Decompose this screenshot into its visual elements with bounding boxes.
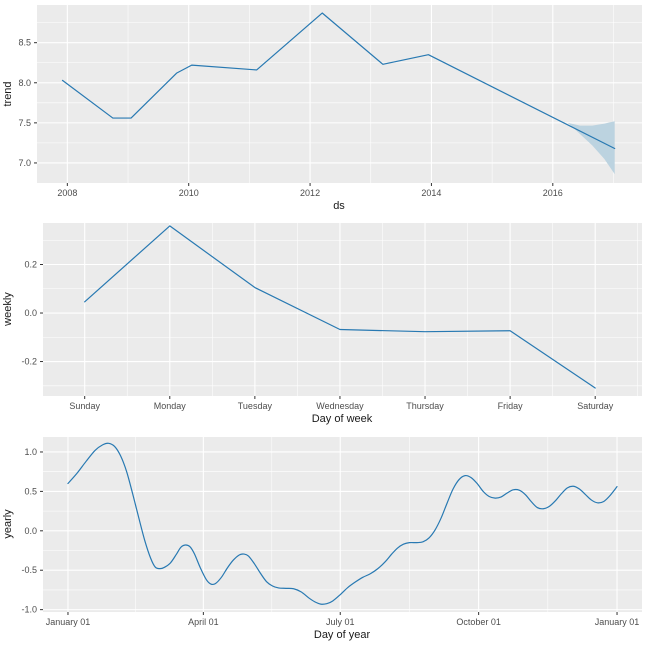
y-tick-label: 7.0 — [18, 158, 31, 168]
x-tick-label: 2014 — [421, 188, 441, 198]
weekly-panel-background — [43, 223, 642, 396]
yearly-y-axis-title: yearly — [2, 509, 14, 539]
x-tick-label: 2010 — [179, 188, 199, 198]
x-tick-label: Monday — [154, 401, 187, 411]
trend-y-axis-title: trend — [2, 81, 14, 106]
y-tick-label: 0.2 — [24, 259, 37, 269]
trend-chart: 2008 2010 2012 2014 2016 7.0 7.5 8.0 8.5 — [18, 5, 642, 198]
x-tick-label: 2008 — [57, 188, 77, 198]
y-tick-label: 8.0 — [18, 78, 31, 88]
x-tick-label: April 01 — [188, 617, 219, 627]
x-tick-label: July 01 — [326, 617, 355, 627]
weekly-chart: Sunday Monday Tuesday Wednesday Thursday Frid… — [21, 223, 642, 411]
y-tick-label: 1.0 — [24, 447, 37, 457]
x-tick-label: Tuesday — [238, 401, 273, 411]
yearly-series-line — [67, 442, 618, 605]
x-tick-label: Sunday — [69, 401, 100, 411]
y-tick-label: -1.0 — [21, 605, 37, 615]
x-tick-label: Friday — [498, 401, 524, 411]
trend-x-axis-title: ds — [333, 200, 345, 212]
x-tick-label: 2016 — [543, 188, 563, 198]
x-tick-label: January 01 — [595, 617, 640, 627]
x-tick-label: Saturday — [577, 401, 614, 411]
y-tick-label: 0.5 — [24, 486, 37, 496]
trend-panel-background — [37, 5, 642, 183]
y-tick-label: 0.0 — [24, 308, 37, 318]
weekly-x-axis-title: Day of week — [312, 413, 373, 425]
trend-series-line — [61, 12, 616, 150]
x-tick-label: Wednesday — [316, 401, 364, 411]
yearly-x-axis-title: Day of year — [314, 629, 371, 641]
yearly-chart: January 01 April 01 July 01 October 01 Janua… — [21, 437, 642, 627]
y-tick-label: -0.5 — [21, 565, 37, 575]
yearly-panel-background — [43, 437, 642, 612]
y-tick-label: 7.5 — [18, 118, 31, 128]
y-tick-label: -0.2 — [21, 357, 37, 367]
weekly-series-line — [84, 225, 596, 389]
y-tick-label: 8.5 — [18, 38, 31, 48]
x-tick-label: October 01 — [456, 617, 501, 627]
x-tick-label: 2012 — [300, 188, 320, 198]
weekly-y-axis-title: weekly — [2, 292, 14, 327]
x-tick-label: January 01 — [46, 617, 91, 627]
trend-uncertainty-band — [567, 121, 615, 175]
x-tick-label: Thursday — [406, 401, 444, 411]
y-tick-label: 0.0 — [24, 526, 37, 536]
